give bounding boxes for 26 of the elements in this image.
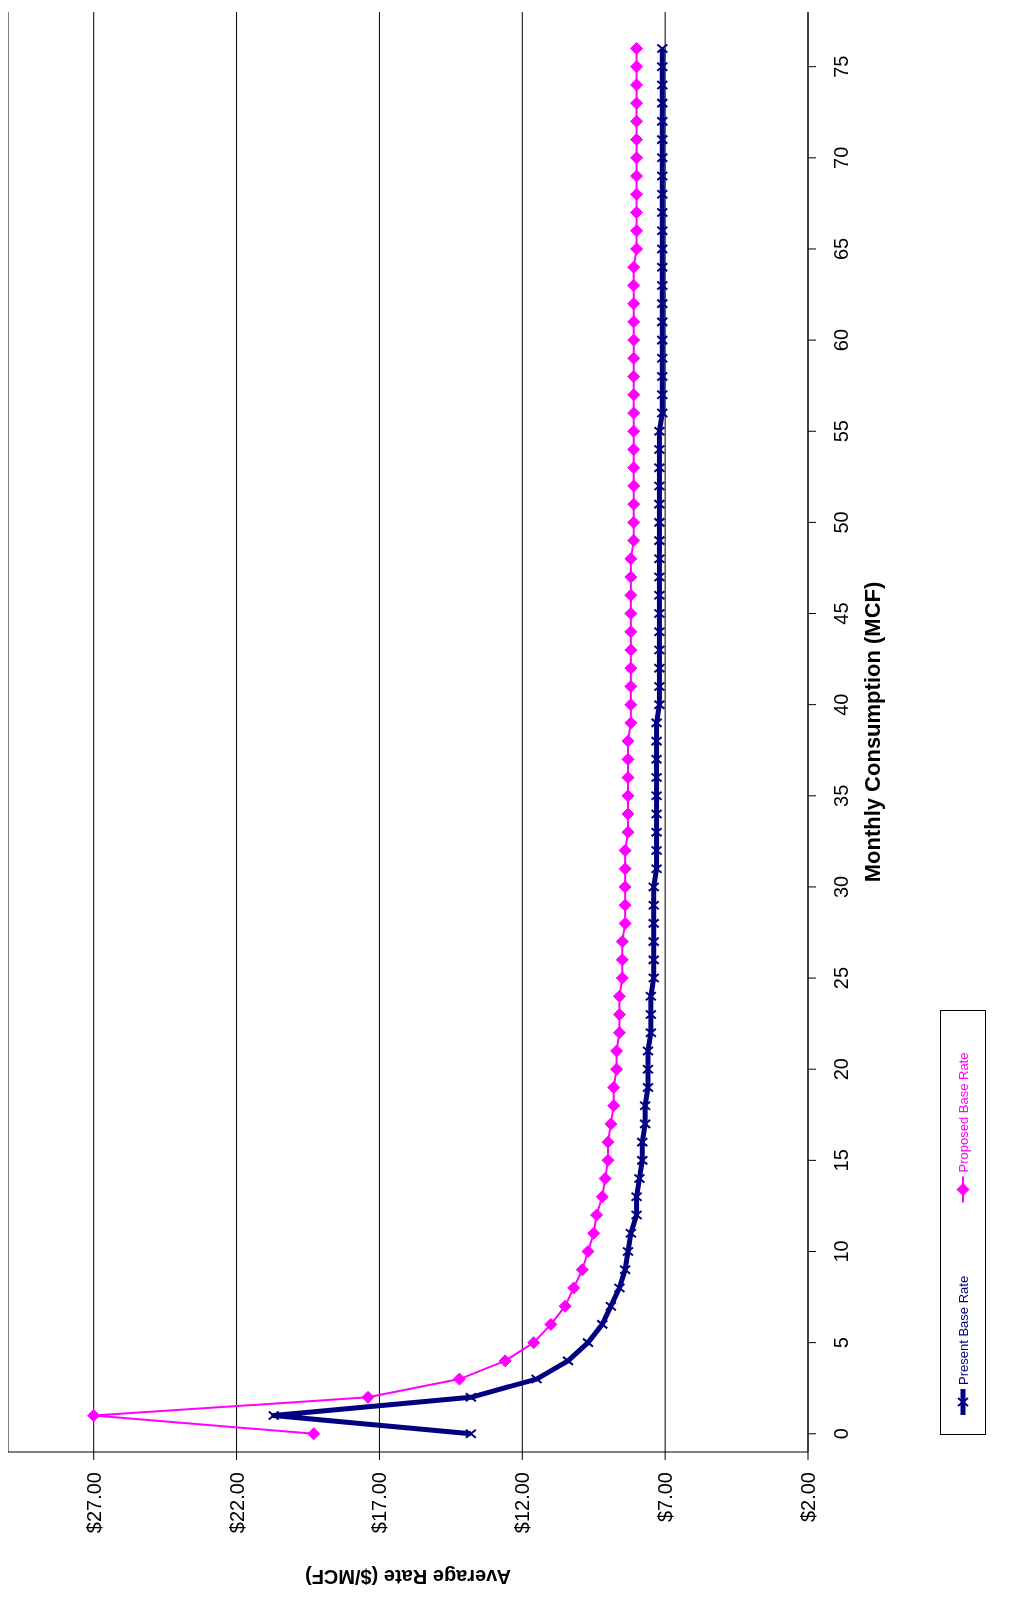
- y-tick-label: 15: [830, 1149, 852, 1172]
- x-tick-label: $27.00: [82, 1472, 105, 1534]
- y-tick-label: 50: [830, 511, 852, 534]
- y-tick-label: 35: [830, 784, 852, 807]
- y-tick-label: 5: [830, 1337, 852, 1349]
- y-tick-label: 30: [830, 875, 852, 899]
- y-tick-label: 60: [830, 328, 852, 352]
- y-tick-label: 40: [830, 693, 852, 716]
- x-tick-label: $12.00: [511, 1472, 534, 1534]
- y-tick-label: 75: [830, 55, 852, 78]
- x-axis-title: Average Rate ($/MCF): [305, 1566, 511, 1588]
- y-tick-label: 55: [830, 420, 852, 443]
- x-tick-label: $22.00: [225, 1472, 248, 1534]
- text: Present Base Rate: [956, 1275, 971, 1385]
- y-tick-label: 70: [830, 146, 852, 169]
- y-tick-label: 25: [830, 966, 852, 990]
- x-tick-label: $17.00: [368, 1472, 391, 1534]
- x-tick-label: $7.00: [654, 1472, 677, 1523]
- y-axis-title: Monthly Consumption (MCF): [860, 581, 885, 883]
- y-tick-label: 45: [830, 602, 852, 625]
- y-tick-label: 20: [830, 1058, 852, 1081]
- x-tick-label: $2.00: [797, 1472, 819, 1523]
- y-tick-label: 65: [830, 237, 852, 261]
- y-tick-label: 10: [830, 1240, 852, 1263]
- text: Proposed Base Rate: [956, 1052, 971, 1173]
- y-tick-label: 0: [830, 1428, 852, 1440]
